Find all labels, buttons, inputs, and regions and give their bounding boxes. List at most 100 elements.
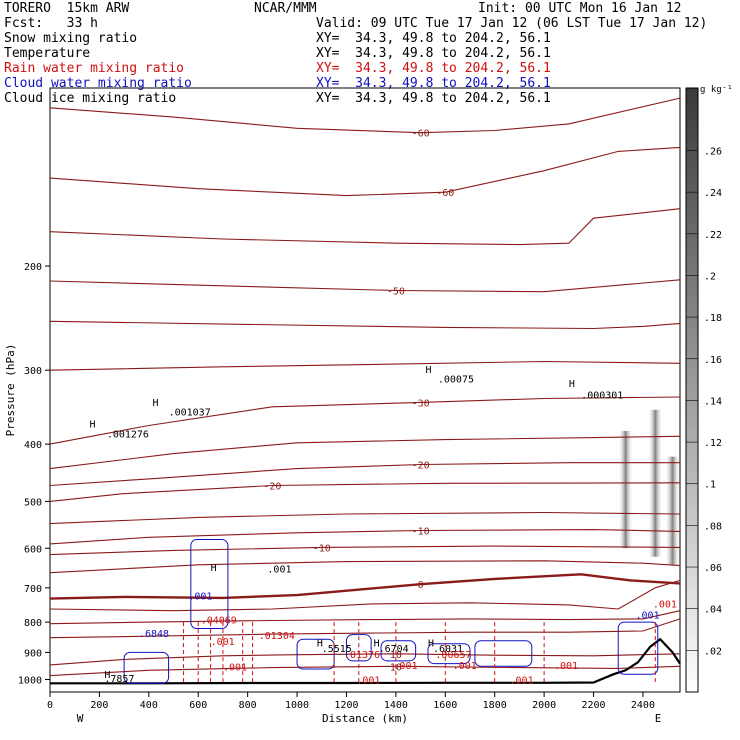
field-xy-range: XY= 34.3, 49.8 to 204.2, 56.1 xyxy=(316,46,551,61)
y-tick-label: 400 xyxy=(24,440,42,451)
isotherm-label: -60 xyxy=(412,129,430,140)
colorbar-tick-label: .22 xyxy=(704,230,722,241)
y-tick-label: 500 xyxy=(24,497,42,508)
colorbar-tick-label: .02 xyxy=(704,646,722,657)
y-tick-label: 900 xyxy=(24,648,42,659)
field-name: Cloud water mixing ratio xyxy=(4,76,192,91)
cloud-water-contour xyxy=(427,643,471,665)
snow-shading xyxy=(665,456,680,565)
extremum-label: H xyxy=(426,365,432,376)
snow-shading xyxy=(618,430,634,549)
endpoint-west-label: W xyxy=(77,712,84,725)
isotherm-line xyxy=(49,529,681,545)
extremum-label: .000301 xyxy=(581,391,623,402)
colorbar-tick-label: .26 xyxy=(704,146,722,157)
colorbar-tick-label: .24 xyxy=(704,188,722,199)
extremum-label: .001276 xyxy=(107,430,149,441)
y-tick-label: 300 xyxy=(24,366,42,377)
isotherm-label: -20 xyxy=(412,460,430,471)
colorbar-tick-label: .18 xyxy=(704,313,722,324)
x-tick-label: 1600 xyxy=(433,700,457,711)
isotherm-label: -30 xyxy=(412,398,430,409)
cloud-water-contour xyxy=(380,640,417,662)
colorbar-tick-label: .06 xyxy=(704,563,722,574)
field-name: Snow mixing ratio xyxy=(4,31,138,46)
valid-time: Valid: 09 UTC Tue 17 Jan 12 (06 LST Tue … xyxy=(316,16,708,31)
extremum-label: .00075 xyxy=(438,375,474,386)
isotherm-label: -60 xyxy=(436,188,454,199)
x-tick-label: 1000 xyxy=(285,700,309,711)
extremum-label: .7857 xyxy=(104,674,134,685)
x-tick-label: 400 xyxy=(140,700,158,711)
isotherm-line xyxy=(49,618,681,639)
isotherm-line xyxy=(49,573,681,600)
isotherm-label: -10 xyxy=(412,527,430,538)
field-xy-range: XY= 34.3, 49.8 to 204.2, 56.1 xyxy=(316,76,551,91)
colorbar-tick-label: .1 xyxy=(704,480,716,491)
y-tick-label: 200 xyxy=(24,262,42,273)
rain-value-label: .001 xyxy=(510,675,534,686)
isotherm-line xyxy=(49,462,680,487)
isotherm-label: -20 xyxy=(263,482,281,493)
field-xy-range: XY= 34.3, 49.8 to 204.2, 56.1 xyxy=(316,31,551,46)
field-name: Rain water mixing ratio xyxy=(4,61,185,76)
ground-surface-line xyxy=(50,637,681,685)
y-tick-label: 600 xyxy=(24,544,42,555)
cloud-water-value-label: .6848 xyxy=(139,629,169,640)
extremum-label: H xyxy=(428,639,434,650)
isotherm-label: 0 xyxy=(418,580,424,591)
endpoint-east-label: E xyxy=(655,712,662,725)
y-axis-title: Pressure (hPa) xyxy=(4,344,17,437)
colorbar xyxy=(685,87,699,693)
cloud-water-contour xyxy=(474,640,533,667)
x-tick-label: 800 xyxy=(239,700,257,711)
init-time: Init: 00 UTC Mon 16 Jan 12 xyxy=(478,1,682,16)
isotherm-line xyxy=(49,511,681,525)
colorbar-tick-label: .2 xyxy=(704,271,716,282)
cloud-water-contour xyxy=(123,651,170,684)
rain-value-label: .001 xyxy=(453,661,477,672)
colorbar-tick-label: .16 xyxy=(704,355,722,366)
model-title: TORERO 15km ARW xyxy=(4,1,130,16)
rain-value-label: .001 xyxy=(223,662,247,673)
rain-value-label: .04069 xyxy=(201,616,237,627)
x-tick-label: 1400 xyxy=(384,700,408,711)
colorbar-unit: g kg⁻¹ xyxy=(700,85,733,95)
extremum-label: H xyxy=(374,639,380,650)
rain-value-label: .001 xyxy=(653,599,677,610)
extremum-label: H xyxy=(90,420,96,431)
cloud-water-contour xyxy=(190,539,229,629)
x-tick-label: 2000 xyxy=(532,700,556,711)
cloud-water-value-label: .001 xyxy=(636,610,660,621)
rain-value-label: .001 xyxy=(356,675,380,686)
extremum-label: .6031 xyxy=(433,644,463,655)
field-name: Temperature xyxy=(4,46,91,61)
extremum-label: H xyxy=(569,379,575,390)
extremum-label: .5515 xyxy=(322,644,352,655)
field-xy-range: XY= 34.3, 49.8 to 204.2, 56.1 xyxy=(316,61,551,76)
x-tick-label: 2200 xyxy=(581,700,605,711)
x-tick-label: 2400 xyxy=(631,700,655,711)
isotherm-line xyxy=(49,560,681,574)
isotherm-line xyxy=(49,579,681,612)
field-xy-range: XY= 34.3, 49.8 to 204.2, 56.1 xyxy=(316,91,551,106)
rain-value-label: .00657 xyxy=(435,650,471,661)
extremum-label: .001 xyxy=(267,565,291,576)
isotherm-label: -50 xyxy=(387,287,405,298)
x-tick-label: 1200 xyxy=(334,700,358,711)
isotherm-line xyxy=(49,146,681,197)
isotherm-line xyxy=(49,360,681,371)
colorbar-tick-label: .14 xyxy=(704,396,722,407)
isotherm-line xyxy=(49,435,681,470)
extremum-label: H xyxy=(153,398,159,409)
y-tick-label: 800 xyxy=(24,618,42,629)
extremum-label: H xyxy=(211,563,217,574)
rain-value-label: .001 xyxy=(211,637,235,648)
rain-value-label: .01304 xyxy=(259,631,295,642)
isotherm-line xyxy=(49,320,681,330)
isotherm-line xyxy=(49,208,681,246)
extremum-label: .001037 xyxy=(169,408,211,419)
cloud-water-value-label: .001 xyxy=(188,592,212,603)
colorbar-tick-label: .08 xyxy=(704,521,722,532)
